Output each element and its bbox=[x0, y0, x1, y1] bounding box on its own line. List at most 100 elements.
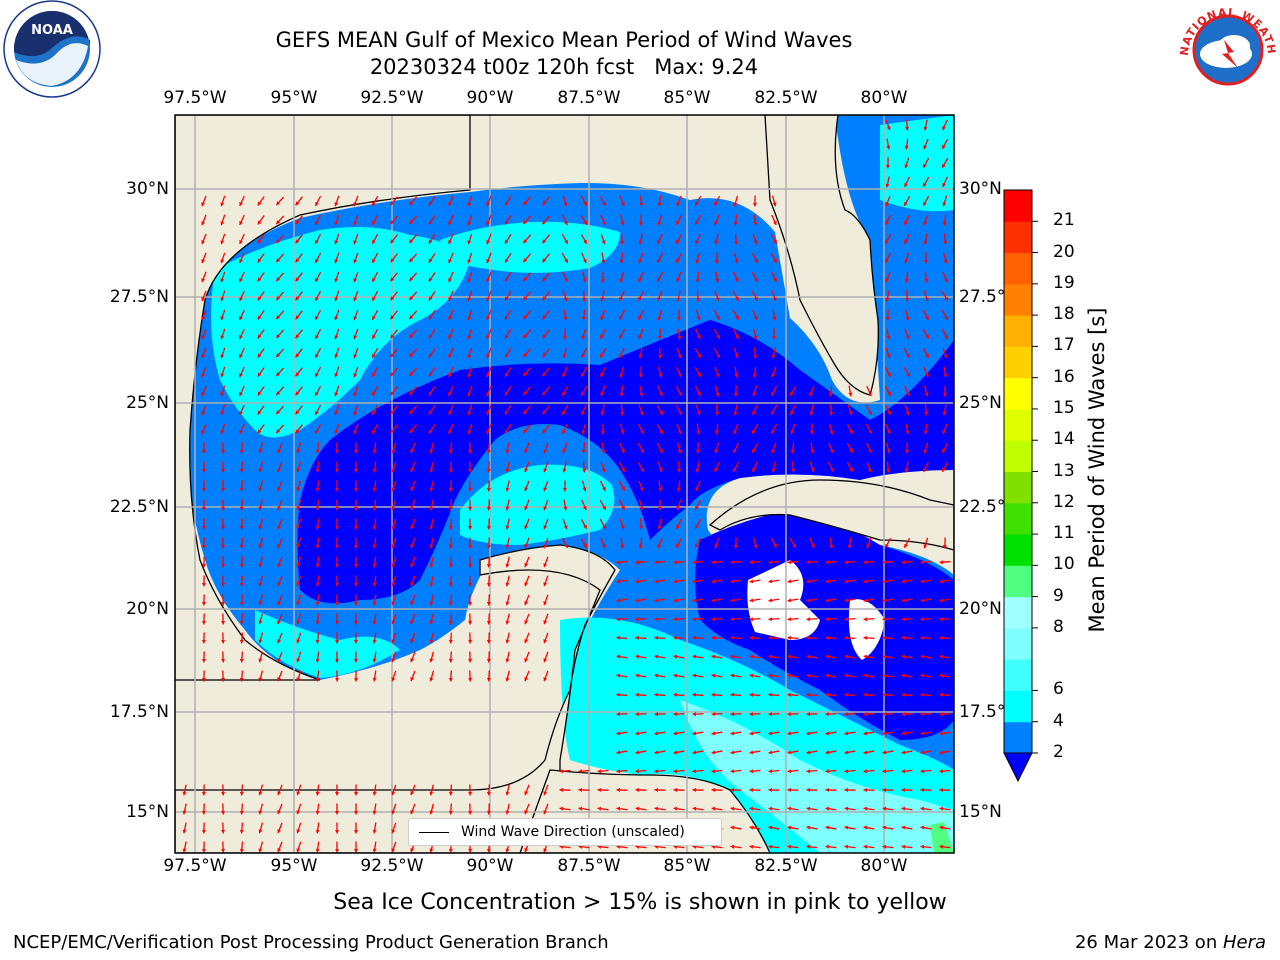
wind-wave-arrowhead bbox=[448, 506, 453, 511]
wind-wave-arrowhead bbox=[524, 544, 529, 549]
wind-wave-arrowhead bbox=[597, 806, 602, 811]
wind-wave-arrowhead bbox=[221, 583, 226, 587]
wind-wave-arrowhead bbox=[295, 429, 300, 434]
wind-wave-arrowhead bbox=[809, 411, 814, 416]
wind-wave-arrowhead bbox=[621, 486, 625, 491]
wind-wave-arrowhead bbox=[920, 787, 924, 792]
wind-wave-arrowhead bbox=[697, 353, 701, 358]
wind-wave-arrowhead bbox=[467, 373, 472, 378]
wind-wave-arrowhead bbox=[562, 468, 567, 473]
wind-wave-arrowhead bbox=[716, 353, 720, 358]
wind-wave-arrowhead bbox=[410, 544, 415, 549]
wind-wave-arrowhead bbox=[220, 240, 225, 245]
wind-wave-arrowhead bbox=[258, 620, 263, 625]
colorbar-tick-label: 4 bbox=[1053, 710, 1064, 731]
wind-wave-arrowhead bbox=[678, 391, 682, 396]
wind-wave-arrowhead bbox=[239, 221, 244, 226]
wind-wave-arrowhead bbox=[944, 315, 948, 320]
wind-wave-arrowhead bbox=[825, 769, 830, 774]
map-legend: Wind Wave Direction (unscaled) bbox=[408, 818, 722, 846]
wind-wave-arrowhead bbox=[735, 315, 739, 320]
wind-wave-arrowhead bbox=[602, 505, 606, 510]
wind-wave-arrowhead bbox=[448, 810, 453, 815]
colorbar-tick-label: 14 bbox=[1053, 429, 1075, 450]
wind-wave-arrowhead bbox=[334, 583, 340, 587]
wind-wave-arrowhead bbox=[677, 335, 682, 340]
wind-wave-arrowhead bbox=[486, 449, 491, 454]
wind-wave-arrowhead bbox=[372, 201, 376, 206]
wind-wave-arrowhead bbox=[887, 391, 891, 396]
wind-wave-arrowhead bbox=[239, 639, 244, 644]
wind-wave-arrowhead bbox=[390, 334, 395, 339]
wind-wave-arrowhead bbox=[239, 468, 244, 473]
wind-wave-arrowhead bbox=[486, 639, 491, 644]
lon-tick-bottom: 92.5°W bbox=[360, 856, 424, 876]
wind-wave-arrowhead bbox=[619, 334, 623, 339]
wind-wave-arrowhead bbox=[239, 506, 244, 511]
wind-wave-arrows bbox=[182, 119, 951, 853]
wind-wave-arrowhead bbox=[295, 220, 300, 225]
wind-wave-arrowhead bbox=[276, 353, 281, 358]
wind-wave-arrowhead bbox=[886, 126, 891, 131]
wind-wave-arrowhead bbox=[239, 544, 244, 549]
wind-wave-arrowhead bbox=[920, 598, 925, 603]
ocean-field-9-10s bbox=[930, 822, 954, 853]
wind-wave-arrowhead bbox=[906, 391, 910, 396]
wind-wave-arrowhead bbox=[863, 825, 868, 830]
wind-wave-arrowhead bbox=[867, 468, 872, 473]
wind-wave-arrowhead bbox=[334, 659, 340, 663]
wind-wave-arrowhead bbox=[882, 825, 887, 830]
wind-wave-arrowhead bbox=[372, 372, 376, 377]
wind-wave-arrowhead bbox=[239, 316, 244, 321]
wind-wave-arrowhead bbox=[866, 544, 871, 549]
wind-wave-arrowhead bbox=[657, 277, 661, 282]
wind-wave-arrowhead bbox=[730, 769, 735, 774]
wind-wave-arrowhead bbox=[806, 635, 811, 640]
wind-wave-arrowhead bbox=[654, 654, 659, 659]
colorbar-segment bbox=[1004, 408, 1032, 441]
wind-wave-arrowhead bbox=[844, 750, 849, 755]
wind-wave-arrowhead bbox=[730, 654, 735, 659]
wind-wave-arrowhead bbox=[543, 810, 548, 815]
colorbar-tick-label: 16 bbox=[1053, 366, 1075, 387]
wind-wave-arrowhead bbox=[753, 335, 758, 340]
wind-wave-arrowhead bbox=[391, 848, 396, 853]
wind-wave-arrowhead bbox=[939, 731, 944, 736]
wind-wave-arrowhead bbox=[578, 806, 583, 811]
wind-wave-arrowhead bbox=[276, 258, 281, 263]
wind-wave-arrowhead bbox=[825, 712, 830, 717]
wind-wave-arrowhead bbox=[654, 787, 658, 792]
wind-wave-arrowhead bbox=[638, 221, 643, 226]
wind-wave-arrowhead bbox=[372, 391, 376, 396]
wind-wave-arrowhead bbox=[257, 296, 262, 301]
wind-wave-arrowhead bbox=[410, 658, 415, 663]
wind-wave-arrowhead bbox=[730, 731, 735, 736]
wind-wave-arrowhead bbox=[654, 731, 659, 736]
colorbar-tick-label: 15 bbox=[1053, 397, 1075, 418]
wind-wave-arrowhead bbox=[619, 315, 623, 320]
wind-wave-arrowhead bbox=[524, 810, 529, 815]
wind-wave-arrowhead bbox=[448, 677, 453, 682]
wind-wave-arrowhead bbox=[616, 673, 621, 678]
wind-wave-arrowhead bbox=[730, 617, 735, 622]
wind-wave-arrowhead bbox=[504, 258, 509, 263]
wind-wave-arrowhead bbox=[673, 712, 678, 717]
colorbar-tick-label: 19 bbox=[1053, 272, 1075, 293]
wind-wave-arrowhead bbox=[942, 125, 946, 130]
wind-wave-arrowhead bbox=[277, 620, 282, 625]
wind-wave-arrowhead bbox=[711, 692, 716, 697]
ocean-field-lt2s bbox=[297, 320, 954, 604]
wind-wave-arrowhead bbox=[714, 260, 720, 264]
wind-wave-arrowhead bbox=[410, 582, 415, 587]
wind-wave-arrowhead bbox=[428, 410, 433, 415]
wind-wave-arrowhead bbox=[676, 297, 681, 302]
wind-wave-arrowhead bbox=[749, 598, 754, 603]
wind-wave-arrowhead bbox=[486, 373, 491, 378]
wind-wave-arrowhead bbox=[468, 545, 473, 549]
wind-wave-arrowhead bbox=[372, 239, 376, 244]
wind-wave-arrowhead bbox=[543, 563, 548, 568]
wind-wave-arrowhead bbox=[711, 617, 716, 622]
colorbar-segment bbox=[1004, 534, 1032, 566]
wind-wave-arrowhead bbox=[448, 202, 453, 207]
wind-wave-arrowhead bbox=[768, 673, 773, 678]
